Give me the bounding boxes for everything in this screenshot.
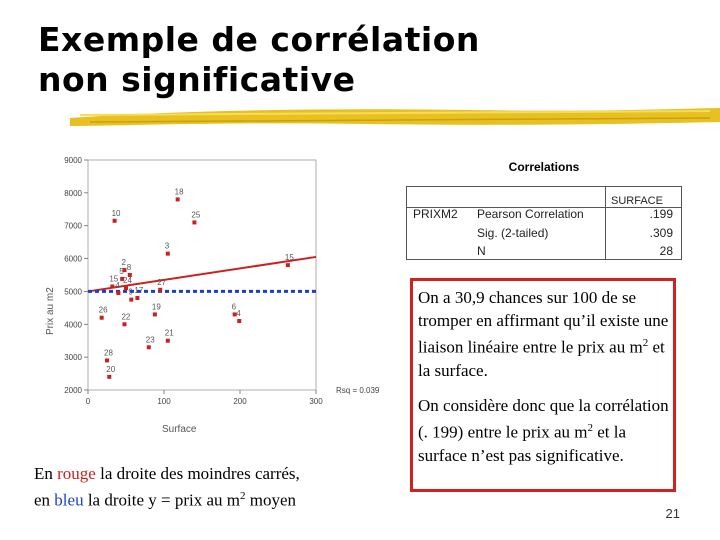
point-label: 10	[112, 209, 121, 218]
data-point	[127, 273, 132, 277]
caption-red-word: rouge	[57, 464, 96, 483]
data-point	[122, 322, 127, 327]
data-point	[165, 251, 170, 256]
y-tick-label: 2000	[64, 386, 82, 395]
data-point	[165, 338, 170, 343]
data-point	[285, 263, 290, 268]
title-line-1: Exemple de corrélation	[38, 20, 480, 59]
data-point	[105, 358, 109, 363]
data-point	[110, 284, 115, 289]
point-label: 27	[157, 278, 166, 287]
page-number: 21	[665, 506, 680, 521]
data-point	[152, 312, 157, 317]
caption-line-2: en bleu la droite y = prix au m2 moyen	[34, 485, 374, 512]
x-tick-label: 300	[309, 397, 323, 406]
caption-1a: En	[34, 464, 58, 483]
data-point	[116, 291, 121, 296]
point-label: 20	[106, 365, 115, 374]
rsq-annotation: Rsq = 0.0397	[336, 386, 380, 395]
caption-line-1: En rouge la droite des moindres carrés,	[34, 462, 374, 485]
data-point	[107, 374, 112, 379]
y-tick-label: 7000	[64, 222, 82, 231]
regression-line	[87, 255, 317, 293]
x-tick-label: 100	[157, 397, 171, 406]
correlations-title: Correlations	[508, 160, 580, 174]
y-axis-label: Prix au m2	[45, 287, 56, 335]
data-point	[129, 297, 134, 302]
data-point	[237, 319, 242, 323]
data-point	[135, 296, 140, 300]
scatter-chart: 0 100 200 300 2000 3000 4000 5000 6000 7000 8000 90…	[45, 156, 380, 435]
correlations-table: SURFACE PRIXM2 Pearson Correlation .199 …	[406, 186, 682, 260]
x-tick-label: 0	[86, 397, 91, 406]
row-value-pearson: .199	[649, 207, 673, 221]
point-label: 25	[191, 210, 200, 219]
row-label-n: N	[477, 244, 486, 258]
y-tick-label: 6000	[64, 255, 82, 264]
x-tick-label: 200	[233, 397, 247, 406]
point-label: 8	[127, 263, 132, 272]
point-label: 22	[121, 312, 130, 321]
data-point	[158, 287, 163, 292]
point-label: 28	[104, 348, 113, 357]
interpretation-text-1: On a 30,9 chances sur 100 de se tromper …	[418, 286, 674, 382]
caption-2c: moyen	[245, 490, 297, 510]
data-point	[99, 315, 104, 320]
para1-superscript: 2	[642, 337, 649, 349]
row-label-sig: Sig. (2-tailed)	[477, 226, 549, 240]
point-label: 4	[236, 309, 241, 318]
slide-title: Exemple de corrélation non significative	[38, 20, 480, 100]
point-label: 24	[123, 276, 132, 285]
point-label: 15	[285, 253, 294, 262]
highlight-box	[410, 278, 676, 492]
para1-text-end: et la surface.	[418, 337, 665, 380]
data-point	[192, 220, 197, 225]
point-label: 19	[152, 302, 161, 311]
header-surface: SURFACE	[611, 195, 663, 207]
plot-frame	[87, 159, 317, 391]
data-point	[232, 312, 237, 317]
data-point	[122, 268, 127, 273]
para2-text-end: et la surface n’est pas significative.	[418, 422, 627, 465]
point-label: 5	[119, 267, 124, 276]
data-point	[120, 276, 125, 281]
caption-2a: en	[34, 490, 55, 510]
point-label: 4	[115, 281, 120, 290]
data-point	[146, 345, 151, 350]
point-label: 15	[109, 275, 118, 284]
row-value-sig: .309	[649, 226, 673, 240]
point-label: 21	[165, 329, 174, 338]
data-point	[175, 197, 180, 202]
point-label: 18	[175, 187, 184, 196]
y-tick-label: 4000	[64, 320, 82, 329]
para2-text: On considère donc que la corrélation (. …	[418, 396, 669, 442]
row-variable: PRIXM2	[413, 207, 458, 221]
para2-superscript: 2	[587, 422, 593, 434]
y-tick-label: 9000	[64, 156, 82, 165]
point-label: 23	[146, 335, 155, 344]
row-label-pearson: Pearson Correlation	[477, 207, 584, 221]
interpretation-text-2: On considère donc que la corrélation (. …	[418, 394, 674, 467]
point-label: 2	[121, 258, 126, 267]
para1-text: On a 30,9 chances sur 100 de se tromper …	[418, 288, 669, 357]
y-tick-label: 5000	[64, 287, 82, 296]
data-point	[112, 218, 117, 223]
caption-1b: la droite des moindres carrés,	[95, 464, 300, 483]
chart-caption: En rouge la droite des moindres carrés, …	[34, 462, 374, 512]
point-label: 17	[134, 286, 143, 295]
caption-2b: la droite y = prix au m	[83, 490, 240, 510]
point-label: 3	[165, 242, 170, 251]
y-tick-label: 3000	[64, 353, 82, 362]
caption-blue-word: bleu	[54, 490, 84, 510]
data-point	[124, 286, 128, 291]
yellow-brush-underline	[70, 108, 720, 126]
title-line-2: non significative	[38, 60, 356, 99]
row-value-n: 28	[659, 244, 673, 258]
point-label: 26	[99, 306, 108, 315]
y-tick-label: 8000	[64, 189, 82, 198]
point-label: 9	[128, 288, 133, 297]
caption-superscript: 2	[240, 490, 246, 502]
x-axis-label: Surface	[162, 424, 197, 435]
point-label: 6	[232, 302, 237, 311]
